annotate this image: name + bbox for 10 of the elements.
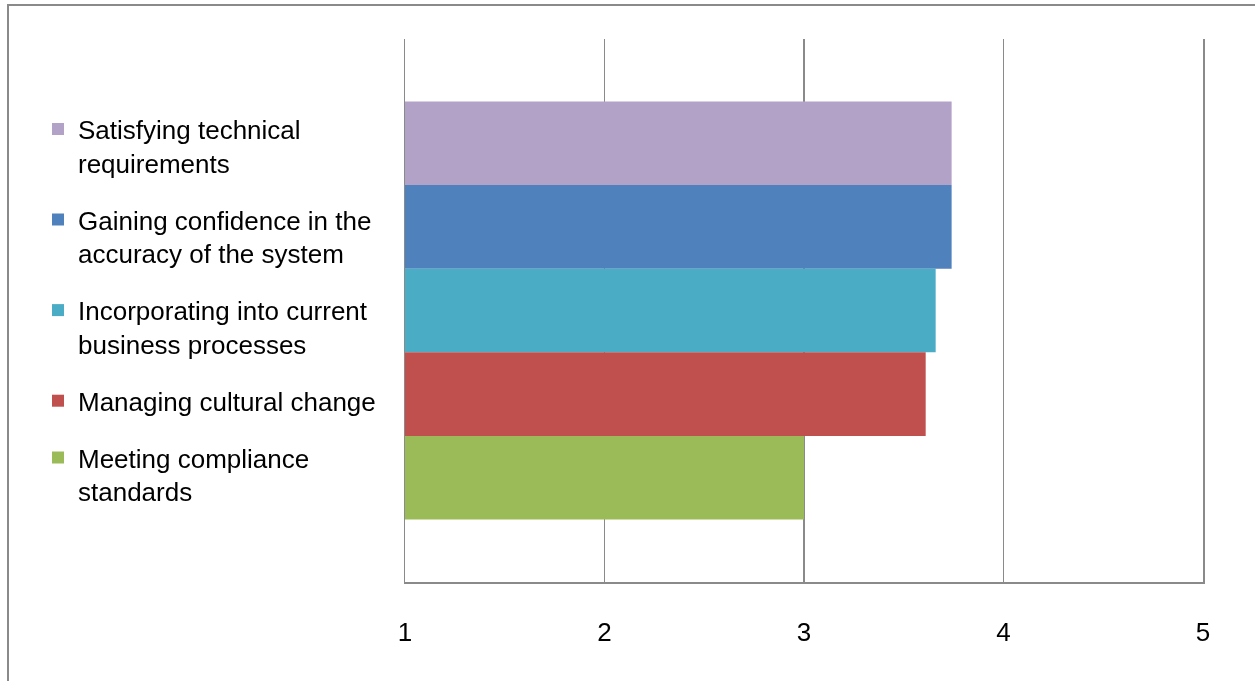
x-tick-label: 1 xyxy=(397,616,413,647)
legend-label: Managing cultural change xyxy=(78,386,376,417)
legend-label: Meeting compliance standards xyxy=(78,443,310,508)
x-tick-label: 3 xyxy=(796,616,812,647)
x-tick-label: 2 xyxy=(597,616,612,647)
legend-label: Satisfying technical requirements xyxy=(78,115,301,179)
legend-label: Incorporating into current business processes xyxy=(78,296,368,361)
legend-label: Gaining confidence in the accuracy of the system xyxy=(78,205,372,270)
x-tick-label: 5 xyxy=(1195,616,1211,647)
x-tick-label: 4 xyxy=(996,616,1011,647)
